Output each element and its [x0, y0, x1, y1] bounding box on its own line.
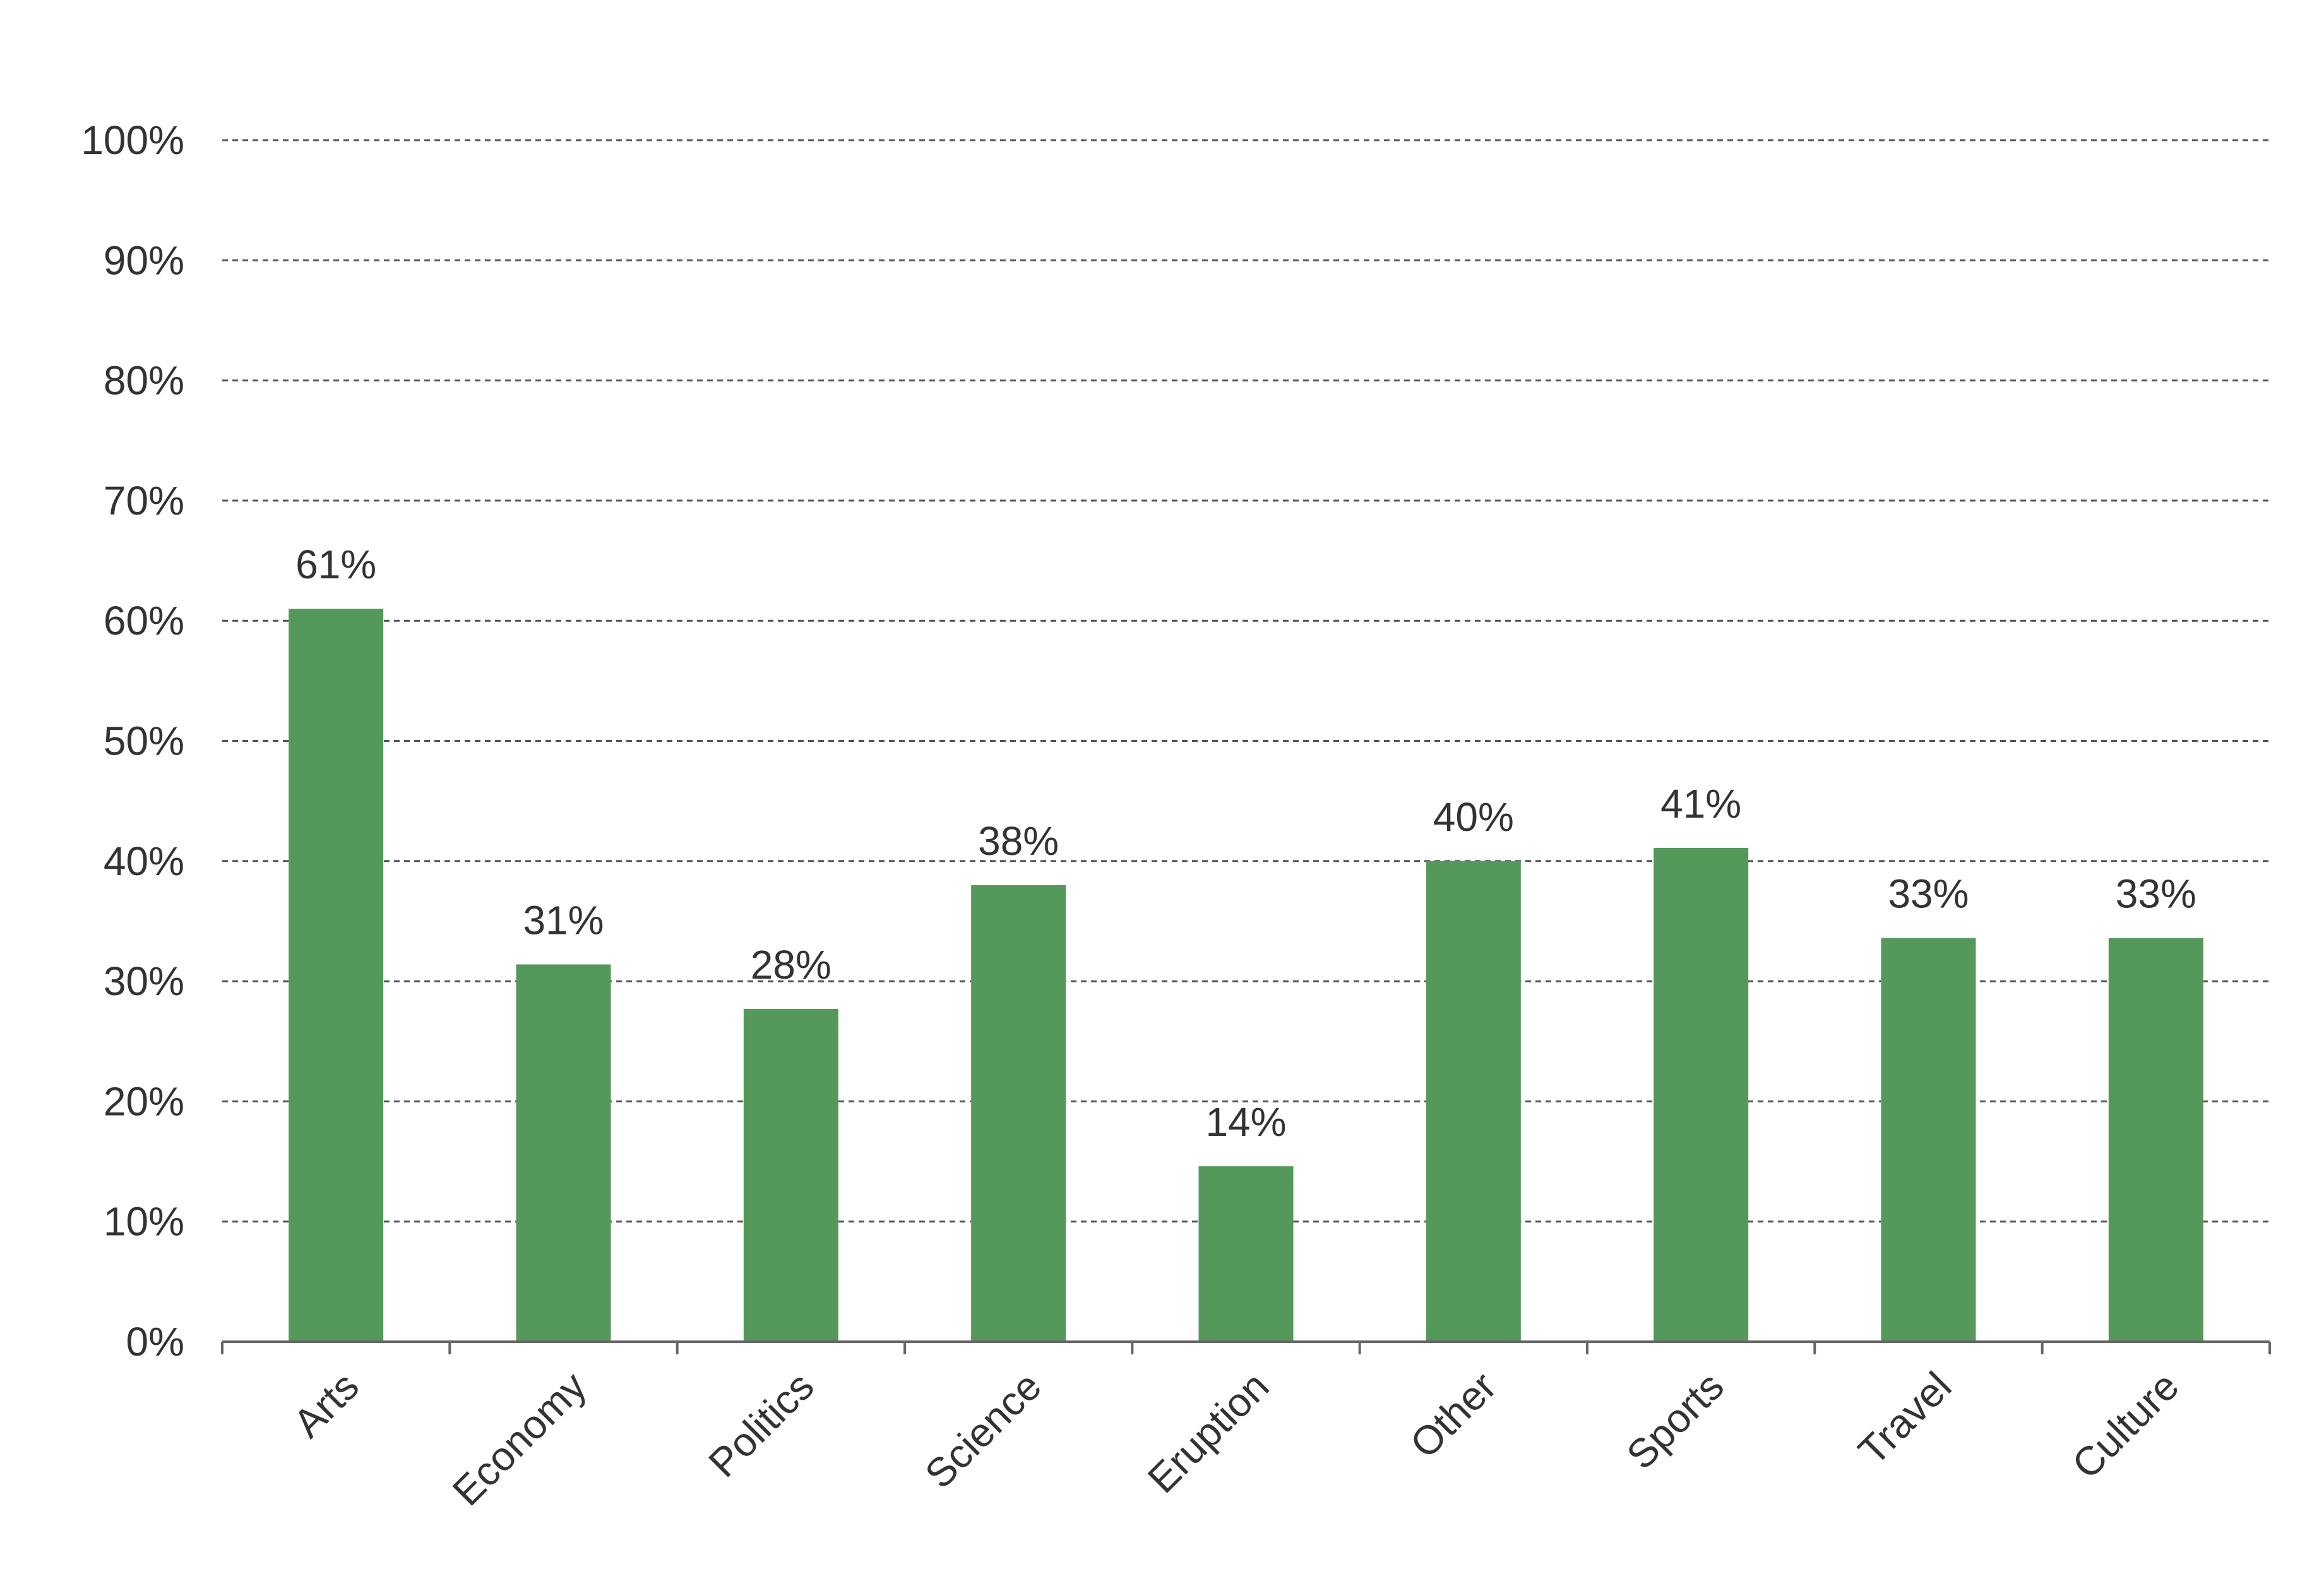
bars — [289, 609, 2203, 1342]
category-label: Other — [1402, 1363, 1505, 1467]
y-tick-label: 50% — [104, 719, 184, 764]
y-axis-tick-labels: 0% 10% 20% 30% 40% 50% 60% 70% 80% 90% 100% — [81, 117, 184, 1364]
y-tick-label: 70% — [104, 478, 184, 523]
data-label: 33% — [1888, 871, 1969, 917]
bar — [289, 609, 384, 1342]
bar — [1654, 847, 1749, 1342]
data-label: 41% — [1660, 781, 1741, 826]
bar — [1198, 1166, 1294, 1342]
category-label: Sports — [1618, 1363, 1732, 1478]
bar — [1426, 861, 1521, 1342]
y-tick-label: 30% — [104, 958, 184, 1004]
y-tick-label: 90% — [104, 237, 184, 283]
y-tick-label: 100% — [81, 117, 184, 163]
data-label: 33% — [2116, 871, 2196, 917]
bar — [743, 1008, 838, 1342]
y-tick-label: 80% — [104, 358, 184, 403]
category-label: Arts — [285, 1363, 367, 1446]
y-tick-label: 10% — [104, 1199, 184, 1244]
category-label: Eruption — [1139, 1363, 1277, 1501]
category-label: Culture — [2063, 1363, 2188, 1488]
y-tick-label: 40% — [104, 838, 184, 884]
bar — [971, 885, 1066, 1342]
category-labels: Arts Economy Politics Science Eruption Other S… — [285, 1363, 2188, 1515]
data-label: 38% — [978, 818, 1059, 864]
data-label: 31% — [523, 897, 604, 943]
x-axis — [221, 1340, 2271, 1354]
y-tick-label: 60% — [104, 598, 184, 643]
category-label: Politics — [700, 1363, 822, 1486]
data-label: 40% — [1433, 794, 1514, 840]
data-label: 28% — [751, 942, 831, 987]
data-label: 61% — [295, 542, 376, 587]
bar — [2108, 938, 2203, 1342]
bar — [1881, 938, 1976, 1342]
category-label: Travel — [1849, 1363, 1960, 1474]
category-label: Economy — [444, 1363, 595, 1515]
data-label: 14% — [1205, 1099, 1286, 1145]
bar — [516, 964, 611, 1342]
category-label: Science — [916, 1363, 1050, 1497]
y-tick-label: 20% — [104, 1078, 184, 1124]
data-labels: 61% 31% 28% 38% 14% 40% 41% 33% 33% — [295, 542, 2196, 1145]
y-tick-label: 0% — [126, 1319, 185, 1364]
